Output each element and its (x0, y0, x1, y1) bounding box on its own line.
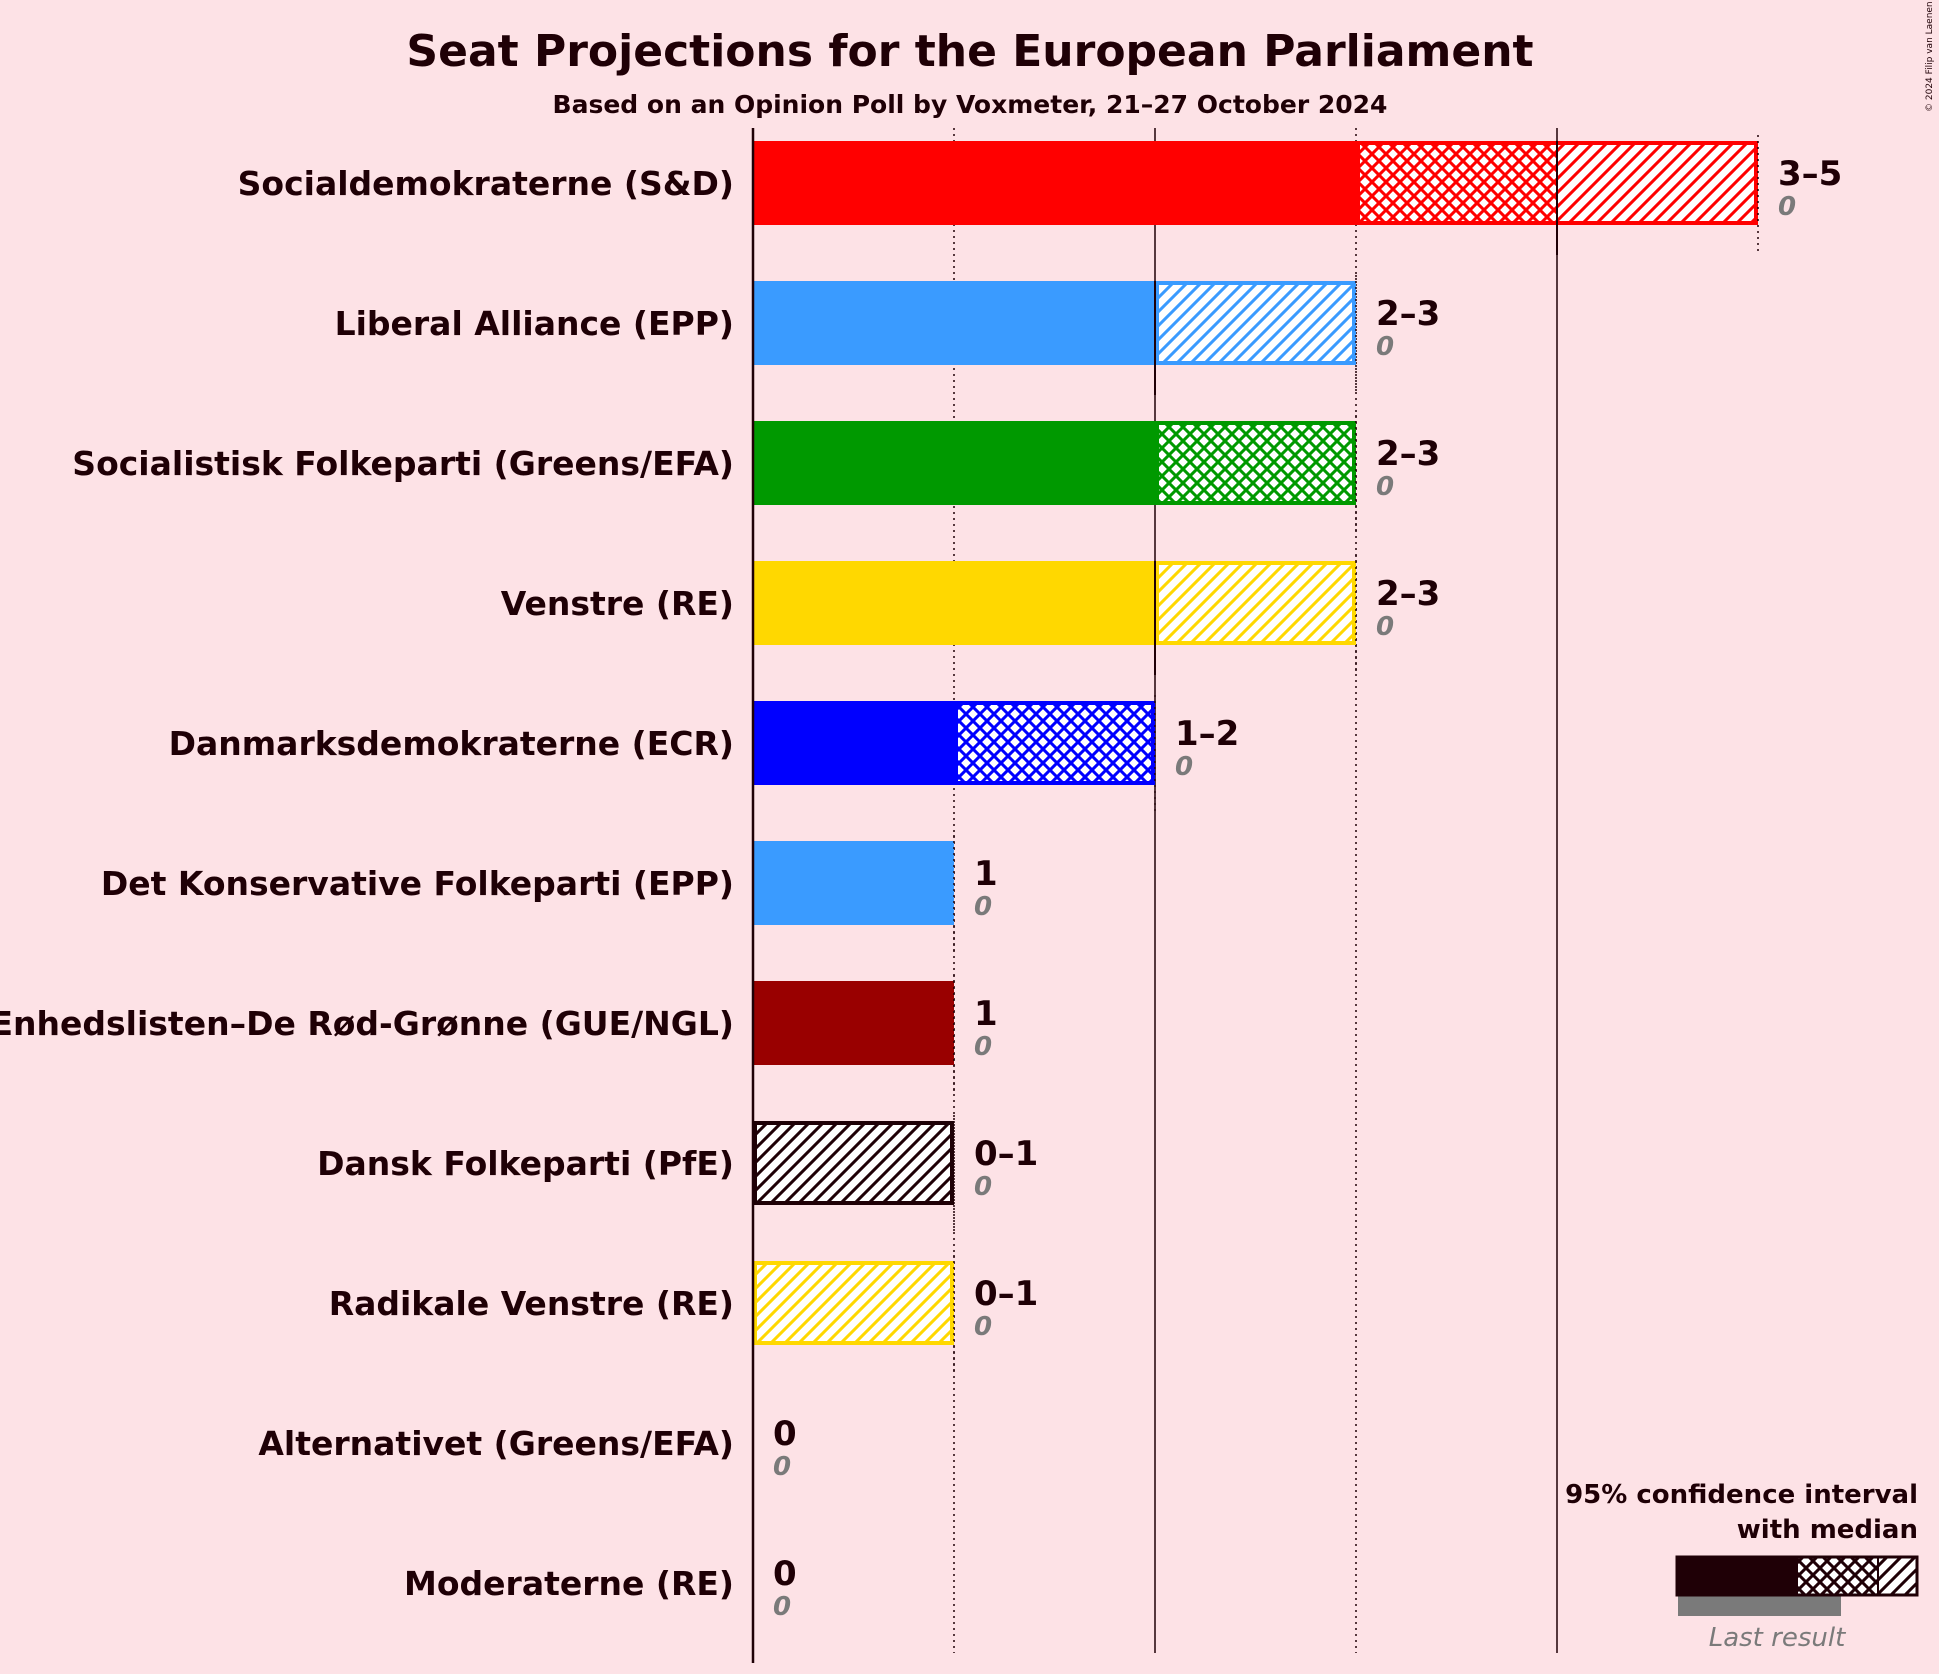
bar-solid-segment (753, 841, 954, 925)
chart-subtitle: Based on an Opinion Poll by Voxmeter, 21… (553, 90, 1388, 119)
party-row: Dansk Folkeparti (PfE) 0–10 (317, 1115, 1038, 1235)
bar-interval-outline (1155, 281, 1356, 365)
last-result-label: 0 (773, 1592, 791, 1622)
last-result-label: 0 (974, 1312, 992, 1342)
party-label: Socialdemokraterne (S&D) (238, 164, 734, 203)
party-row: Alternativet (Greens/EFA) 00 (258, 1414, 796, 1482)
bar-solid-segment (753, 281, 1155, 365)
range-label: 0 (773, 1554, 797, 1594)
range-label: 0–1 (974, 1134, 1038, 1174)
bar-lower-interval (1155, 421, 1356, 505)
chart-title: Seat Projections for the European Parlia… (406, 26, 1533, 77)
bar-upper-interval (753, 1261, 954, 1345)
bar-solid-segment (753, 421, 1155, 505)
last-result-label: 0 (1376, 612, 1394, 642)
range-label: 0–1 (974, 1274, 1038, 1314)
legend-title-line1: 95% confidence interval (1565, 1480, 1918, 1510)
party-label: Liberal Alliance (EPP) (335, 304, 734, 343)
party-row: Det Konservative Folkeparti (EPP) 10 (101, 835, 998, 955)
party-label: Radikale Venstre (RE) (329, 1284, 734, 1323)
bar-solid-segment (753, 701, 954, 785)
bar-upper-interval (1557, 141, 1758, 225)
party-row: Moderaterne (RE) 00 (404, 1554, 797, 1622)
bar-solid-segment (753, 561, 1155, 645)
party-row: Liberal Alliance (EPP) 2–30 (335, 275, 1440, 395)
last-result-label: 0 (773, 1452, 791, 1482)
range-label: 1–2 (1175, 714, 1239, 754)
bar-upper-interval (1155, 281, 1356, 365)
party-label: Alternativet (Greens/EFA) (258, 1424, 734, 1463)
legend-upper-swatch (1878, 1556, 1918, 1596)
party-label: Socialistisk Folkeparti (Greens/EFA) (72, 444, 734, 483)
party-row: Danmarksdemokraterne (ECR) 1–20 (169, 695, 1239, 815)
party-row: Venstre (RE) 2–30 (501, 555, 1440, 675)
range-label: 0 (773, 1414, 797, 1454)
range-label: 1 (974, 994, 998, 1034)
last-result-label: 0 (1778, 192, 1796, 222)
range-label: 3–5 (1778, 154, 1842, 194)
party-label: Venstre (RE) (501, 584, 734, 623)
party-row: Radikale Venstre (RE) 0–10 (329, 1255, 1038, 1375)
bar-interval-outline (753, 1261, 954, 1345)
range-label: 2–3 (1376, 574, 1440, 614)
party-label: Moderaterne (RE) (404, 1564, 734, 1603)
range-label: 1 (974, 854, 998, 894)
legend-solid-swatch (1676, 1556, 1798, 1596)
legend-last-result-label: Last result (1709, 1623, 1846, 1653)
party-label: Dansk Folkeparti (PfE) (317, 1144, 734, 1183)
copyright-notice: © 2024 Filip van Laenen (1925, 1, 1935, 112)
bar-lower-interval (954, 701, 1155, 785)
last-result-label: 0 (1376, 332, 1394, 362)
bar-solid-segment (753, 141, 1356, 225)
bar-interval-outline (954, 701, 1155, 785)
party-row: Socialdemokraterne (S&D) 3–50 (238, 135, 1842, 255)
range-label: 2–3 (1376, 434, 1440, 474)
last-result-label: 0 (974, 1172, 992, 1202)
legend-title-line2: with median (1737, 1515, 1918, 1545)
party-label: Det Konservative Folkeparti (EPP) (101, 864, 734, 903)
party-label: Enhedslisten–De Rød-Grønne (GUE/NGL) (0, 1004, 734, 1043)
bar-upper-interval (753, 1121, 954, 1205)
bar-interval-outline (753, 1121, 954, 1205)
last-result-label: 0 (1376, 472, 1394, 502)
legend-key (1675, 1555, 1919, 1616)
legend: 95% confidence interval with median Last… (1565, 1480, 1919, 1653)
legend-outline (1675, 1555, 1919, 1597)
bar-solid-segment (753, 981, 954, 1065)
range-label: 2–3 (1376, 294, 1440, 334)
party-label: Danmarksdemokraterne (ECR) (169, 724, 734, 763)
bar-lower-interval (1356, 141, 1557, 225)
last-result-label: 0 (974, 1032, 992, 1062)
party-row: Socialistisk Folkeparti (Greens/EFA) 2–30 (72, 415, 1440, 535)
last-result-label: 0 (974, 892, 992, 922)
legend-lower-swatch (1798, 1556, 1878, 1596)
bar-upper-interval (1155, 561, 1356, 645)
bar-interval-outline (1155, 561, 1356, 645)
party-row: Enhedslisten–De Rød-Grønne (GUE/NGL) 10 (0, 975, 998, 1095)
bar-interval-outline (1155, 421, 1356, 505)
last-result-label: 0 (1175, 752, 1193, 782)
